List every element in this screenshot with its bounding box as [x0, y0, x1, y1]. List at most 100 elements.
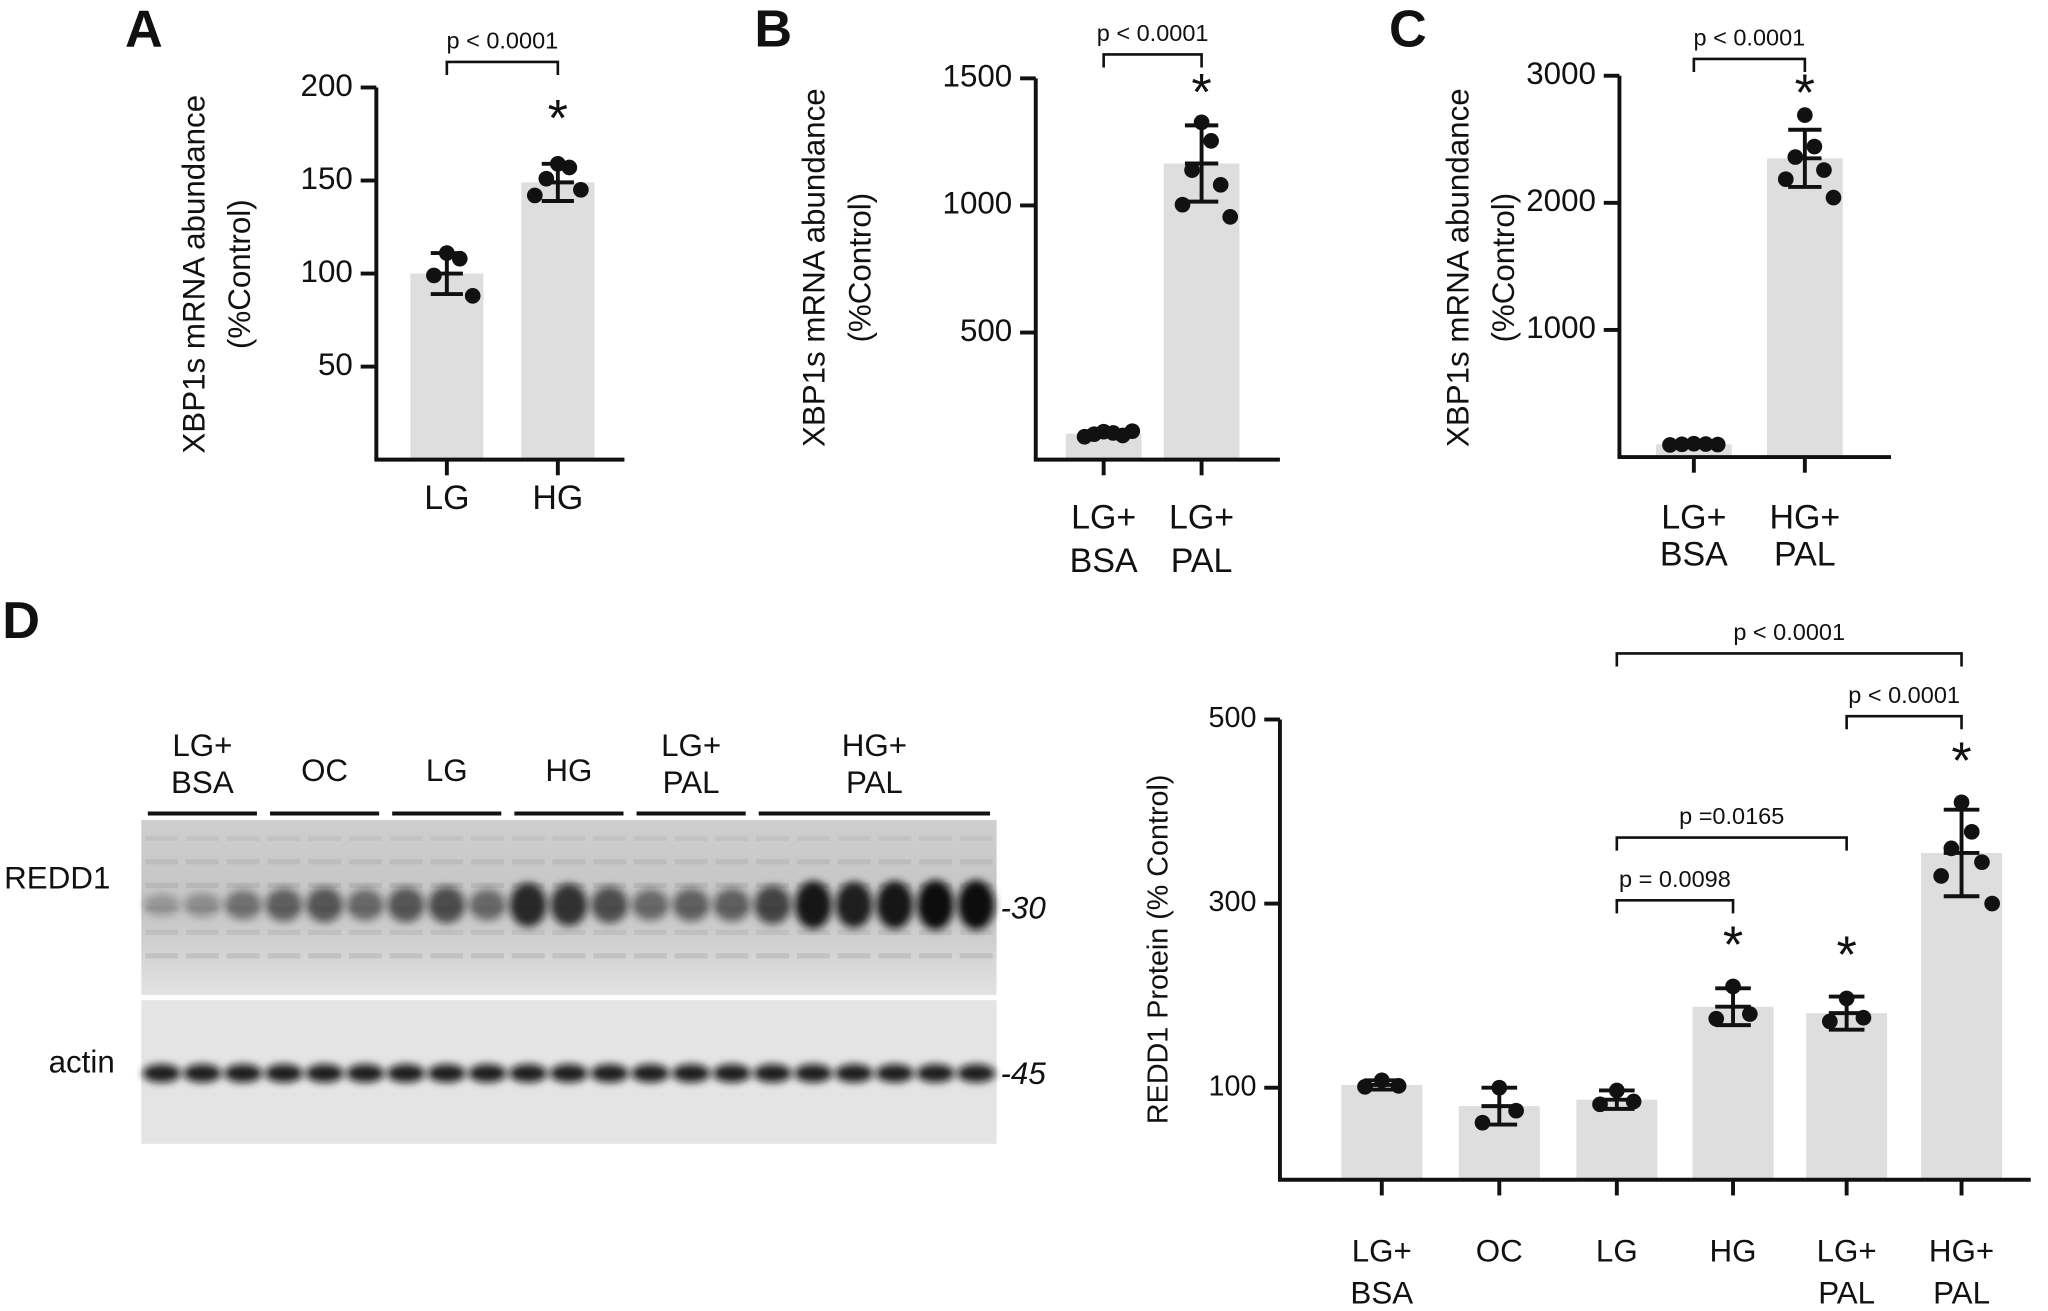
y-tick-label: 100	[1209, 1070, 1257, 1102]
significance-marker: *	[1795, 65, 1815, 123]
x-tick-label: HG+ PAL	[1769, 499, 1840, 574]
blot-smear	[308, 835, 342, 841]
data-point	[573, 181, 589, 198]
blot-smear	[878, 835, 912, 841]
blot-smear	[796, 835, 830, 841]
blot-smear	[593, 835, 627, 841]
blot-smear	[919, 929, 952, 935]
blot-smear	[593, 882, 627, 888]
blot-smear	[471, 929, 504, 935]
blot-band	[346, 1064, 385, 1083]
blot-band	[509, 1064, 548, 1083]
data-point	[1508, 1102, 1524, 1119]
x-tick-label: LG	[424, 479, 469, 517]
significance-marker: *	[1951, 732, 1971, 790]
data-point	[1963, 823, 1980, 840]
data-point	[1838, 990, 1855, 1007]
data-point	[1674, 436, 1690, 453]
p-value: p < 0.0001	[1693, 25, 1805, 51]
blot-band	[549, 1064, 589, 1083]
blot-band	[754, 885, 791, 925]
data-point	[1373, 1072, 1390, 1089]
blot-smear	[878, 929, 912, 935]
blot-smear	[511, 859, 545, 865]
blot-band	[305, 1064, 344, 1083]
p-value: p < 0.0001	[446, 28, 558, 54]
blot-smear	[430, 929, 464, 935]
blot-smear	[185, 859, 219, 865]
bar	[1163, 163, 1240, 460]
blot-smear	[267, 859, 301, 865]
blot-smear	[837, 929, 871, 935]
blot-smear	[389, 859, 423, 865]
blot-smear	[959, 859, 993, 865]
data-point	[538, 170, 555, 187]
blot-smear	[348, 835, 382, 841]
blot-smear	[145, 929, 179, 935]
blot-smear	[959, 953, 993, 959]
blot-smear	[756, 882, 790, 888]
blot-smear	[633, 929, 667, 935]
data-point	[1357, 1078, 1373, 1095]
significance-marker: *	[1836, 927, 1856, 985]
p-value: p =0.0165	[1679, 803, 1784, 829]
blot-smear	[837, 835, 871, 841]
panel-letter: A	[125, 0, 163, 58]
blot-smear	[145, 859, 179, 865]
blot-band	[224, 890, 262, 920]
bar	[1341, 1084, 1423, 1180]
blot-smear	[715, 882, 749, 888]
blot-smear	[471, 835, 504, 841]
blot-band	[550, 883, 588, 927]
blot-smear	[756, 835, 790, 841]
blot-smear	[552, 929, 586, 935]
comparison-bracket	[1615, 836, 1848, 851]
blot-smear	[511, 929, 545, 935]
data-point	[1212, 177, 1229, 193]
data-point	[1662, 437, 1678, 453]
x-tick-label: HG	[532, 479, 583, 517]
data-point	[1686, 435, 1702, 452]
data-point	[1825, 189, 1842, 206]
data-point	[1984, 895, 2000, 912]
data-point	[1491, 1079, 1508, 1096]
bar	[1806, 1013, 1888, 1180]
x-tick-label: LG+ PAL	[1169, 499, 1234, 580]
x-tick-label: LG	[1596, 1234, 1638, 1269]
blot-smear	[430, 859, 464, 865]
significance-marker: *	[1723, 916, 1743, 974]
blot-smear	[633, 835, 667, 841]
blot-band	[386, 1064, 426, 1083]
data-point	[1709, 436, 1726, 453]
blot-band	[184, 892, 221, 917]
y-tick-label: 150	[301, 161, 353, 196]
y-tick-label: 500	[1209, 702, 1257, 734]
blot-smear	[552, 859, 586, 865]
blot-band	[468, 1064, 507, 1083]
blot-smear	[878, 953, 912, 959]
blot-smear	[389, 835, 423, 841]
blot-smear	[674, 929, 708, 935]
comparison-bracket	[1692, 57, 1807, 73]
data-point	[1184, 162, 1200, 178]
blot-smear	[593, 929, 627, 935]
blot-band	[835, 881, 873, 928]
blot-band	[916, 1064, 955, 1083]
y-tick-label: 1000	[943, 186, 1013, 221]
blot-smear	[919, 953, 952, 959]
blot-smear	[267, 929, 301, 935]
blot-smear	[308, 929, 342, 935]
blot-band	[632, 889, 669, 921]
comparison-bracket	[1845, 714, 1963, 730]
data-point	[1592, 1096, 1608, 1113]
data-point	[1777, 171, 1794, 188]
p-value: p < 0.0001	[1848, 682, 1960, 708]
blot-band	[957, 880, 995, 930]
blot-smear	[796, 929, 830, 935]
data-point	[1076, 428, 1093, 445]
blot-smear	[959, 835, 993, 841]
blot-smear	[226, 929, 260, 935]
blot-band	[794, 881, 832, 929]
blot-band	[917, 880, 954, 930]
